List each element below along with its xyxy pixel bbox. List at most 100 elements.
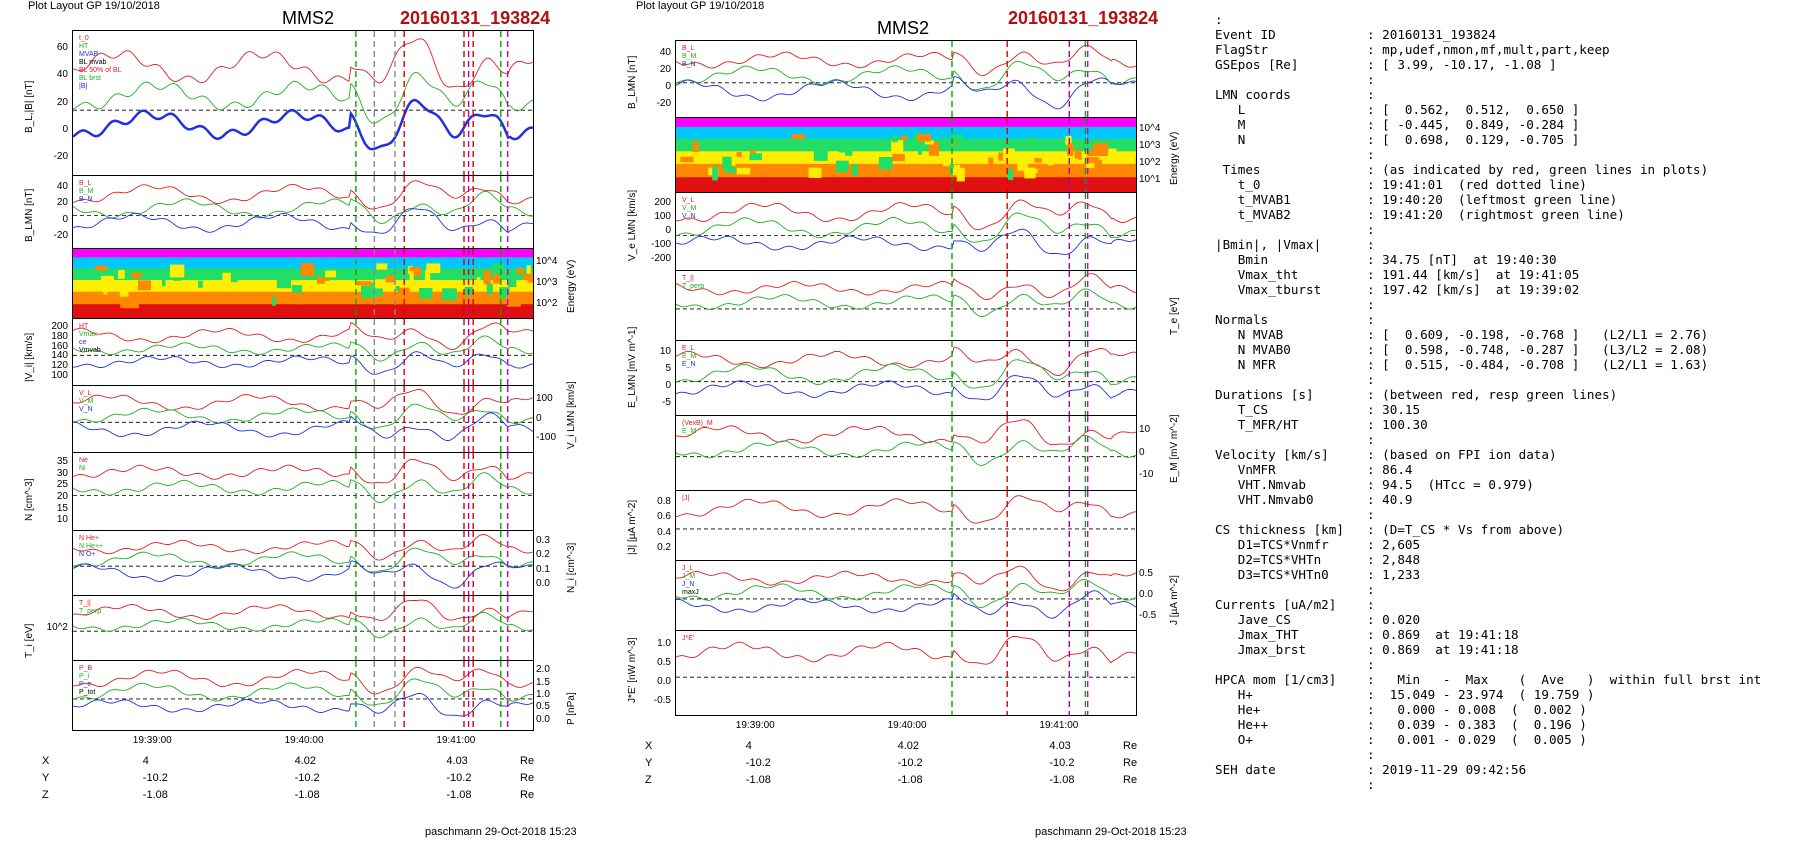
left-panel-8-series-2 [73,692,533,717]
left-panel-3-series-0 [73,321,533,351]
left-panel-8-legend-1: P_i [79,673,90,680]
info-key [1215,147,1367,162]
left-spectrogram-patch [120,296,135,309]
info-key [1215,507,1367,522]
left-panel-4-legend-1: V_M [79,398,94,405]
info-value: : 100.30 [1367,417,1428,432]
info-key: N MVAB0 [1215,342,1291,357]
left-panel-3-series-2 [73,351,533,375]
right-spectrogram-patch [956,168,965,182]
left-spectrogram-patch [119,286,129,299]
info-row: D2=TCS*VHTn: 2,848 [1215,552,1761,567]
info-value: : 30.15 [1367,402,1421,417]
right-panel-3-ylabel: T_e [eV] [1169,297,1180,335]
right-panel-3-series-0 [676,273,1136,301]
right-panel-8-legend-0: J*E' [682,635,694,642]
right-panel-1-ytick: 10^1 [1139,173,1161,185]
left-panel-0-series-1 [73,71,533,124]
right-panel-7-series-2 [676,590,1136,619]
right-panel-3: T_|| T_perp [675,270,1137,341]
left-panel-7-legend-1: T_perp [79,608,101,615]
info-row: : [1215,432,1761,447]
left-panel-0-series-2 [73,98,533,151]
left-panel-8-ytick: 2.0 [536,664,550,676]
info-key: VHT.Nmvab [1215,477,1306,492]
info-value: : [1367,147,1375,162]
left-spectrogram-patch [221,281,230,291]
info-row: : [1215,147,1761,162]
info-key: : [1215,12,1223,27]
left-panel-5: Ne Ni [72,452,534,531]
right-panel-4-ylabel: E_LMN [mV m^-1] [627,326,638,408]
left-panel-0-ylabel: B_L,|B| [nT] [24,80,35,133]
right-spectrogram-patch [712,166,718,181]
left-panel-7-ylabel: T_i [eV] [24,623,35,658]
right-position-label: Y [645,757,653,769]
right-spectrogram-patch [1085,157,1100,163]
left-panel-5-ytick: 25 [56,479,68,491]
left-panel-1-series-0 [73,180,533,210]
left-panel-5-series-1 [73,472,533,504]
right-position-value: -10.2 [745,757,771,769]
info-value: : [ 0.698, 0.129, -0.705 ] [1367,132,1580,147]
right-position-value: 4.03 [1049,740,1071,752]
right-spectrogram-patch [878,157,893,170]
left-time-tick: 19:39:00 [132,735,172,746]
info-key: GSEpos [Re] [1215,57,1299,72]
info-key: T_CS [1215,402,1269,417]
left-panel-5-ylabel: N [cm^-3] [24,478,35,521]
right-panel-0-ytick: 0 [665,81,671,93]
right-panel-5-ytick: 10 [1139,424,1151,436]
right-panel-4-series-2 [676,375,1136,401]
left-panel-7-series-0 [73,599,533,621]
left-panel-4: V_L V_M V_N [72,385,534,453]
left-panel-1-series-2 [73,208,533,234]
left-panel-3-ytick: 180 [51,330,68,342]
info-key: t_MVAB1 [1215,192,1291,207]
right-spectrogram-patch [736,152,742,157]
info-value: : [1367,72,1375,87]
right-panel-0: B_L B_M B_N [675,40,1137,118]
left-spectrogram-band-5 [73,304,533,318]
info-value: : 0.039 - 0.383 ( 0.196 ) [1367,717,1587,732]
right-spectrogram-patch [928,142,940,156]
right-panel-0-series-0 [676,44,1136,77]
right-panel-1-ytick: 10^2 [1139,156,1161,168]
left-panel-3-ylabel: |V_i| [km/s] [24,332,35,382]
right-panel-6-ytick: 0.8 [657,495,671,507]
left-panel-6-ytick: 0.1 [536,563,550,575]
right-panel-4-ytick: 5 [665,363,671,375]
left-spectrogram-patch [508,279,517,288]
info-value: : (based on FPI ion data) [1367,447,1557,462]
left-panel-1-ytick: -20 [53,229,68,241]
info-value: : Min - Max ( Ave ) within full brst int [1367,672,1762,687]
left-panel-0-legend-2: MVAB [79,51,99,58]
info-value: : 19:40:20 (leftmost green line) [1367,192,1618,207]
left-panel-3: HT Vmax ce Vmvab [72,318,534,386]
right-panel-0-series-2 [676,76,1136,110]
left-spectrogram-patch [356,281,372,286]
right-panel-7-legend-1: J_M [682,573,695,580]
info-value: : [1367,372,1375,387]
left-spectrogram-patch [506,294,521,307]
left-panel-1-ylabel: B_LMN [nT] [24,188,35,242]
right-event-id: 20160131_193824 [1008,8,1159,28]
left-panel-4-series-1 [73,403,533,429]
left-spectrogram-patch [517,267,523,275]
right-panel-3-series-1 [676,288,1136,318]
left-spectrogram-patch [324,280,331,292]
right-spectrogram-patch [892,153,905,162]
info-row: N MFR: [ 0.515, -0.484, -0.708 ] (L2/L1 … [1215,357,1761,372]
left-panel-3-series-1 [73,335,533,362]
left-panel-1-plot: B_LB_MB_N [73,176,533,248]
info-key [1215,372,1367,387]
left-panel-6-series-0 [73,534,533,561]
right-panel-8-ytick: 0.5 [657,656,671,668]
info-row: L: [ 0.562, 0.512, 0.650 ] [1215,102,1761,117]
right-panel-0-ytick: 20 [659,63,671,75]
left-panel-5-ytick: 20 [56,490,68,502]
info-row: FlagStr: mp,udef,nmon,mf,mult,part,keep [1215,42,1761,57]
left-panel-1-ytick: 0 [62,213,68,225]
right-panel-2-ylabel: V_e LMN [km/s] [627,189,638,261]
left-panel-3-legend-0: HT [79,323,89,330]
